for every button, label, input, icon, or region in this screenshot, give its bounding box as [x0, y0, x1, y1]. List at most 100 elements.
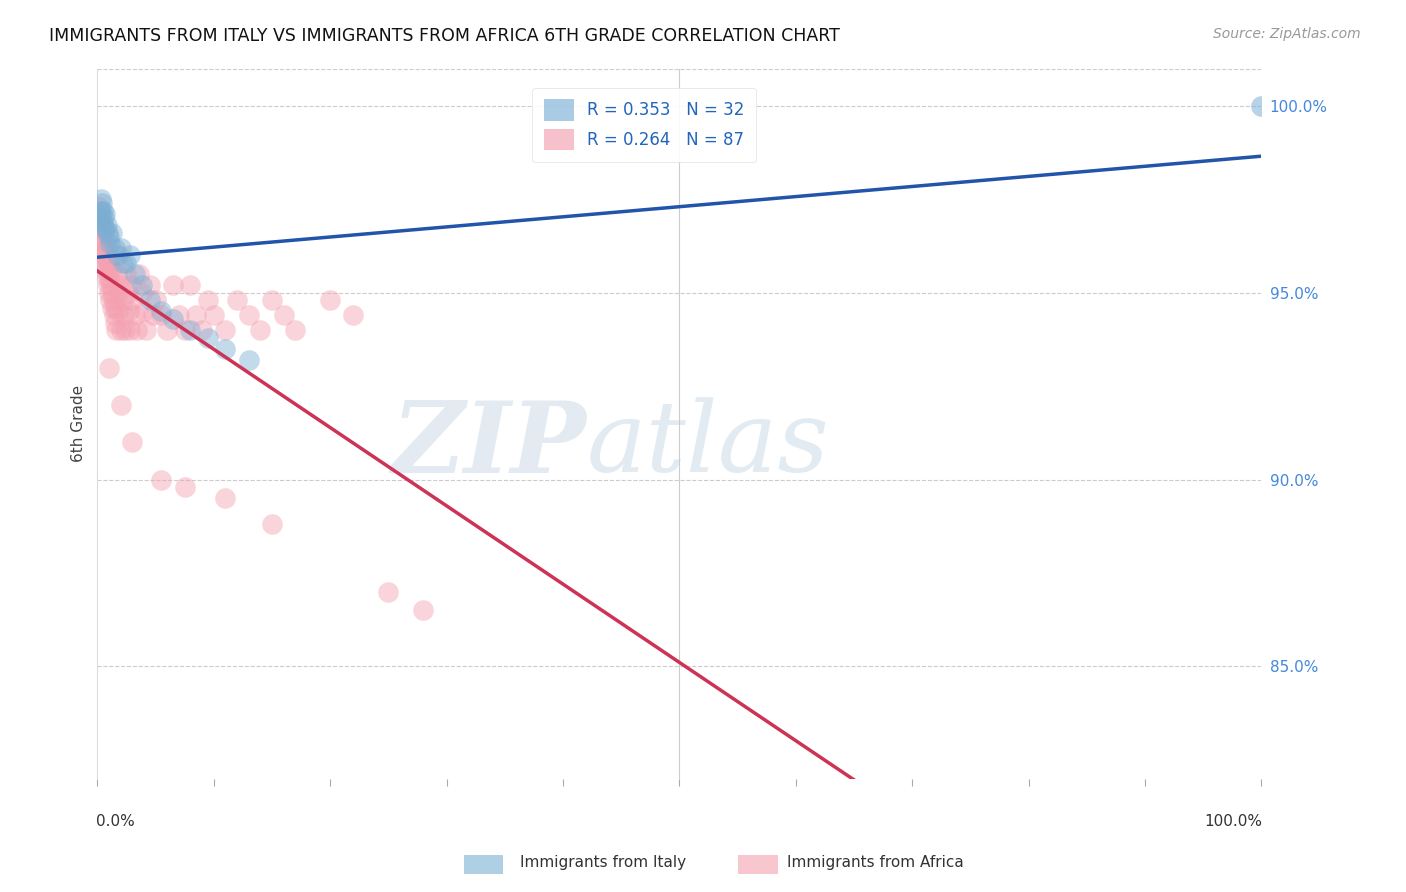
Point [107, 285, 129, 300]
Point [94, 263, 117, 277]
Point [98, 237, 121, 252]
Point [121, 293, 143, 308]
Point [138, 293, 160, 308]
Point [90, 219, 112, 233]
Point [284, 323, 307, 337]
Point [150, 308, 173, 322]
Point [110, 241, 132, 255]
Point [117, 285, 139, 300]
Point [94, 222, 117, 236]
Point [89, 219, 111, 233]
Point [91, 222, 114, 236]
Point [93, 211, 115, 225]
Point [319, 293, 342, 308]
Point [115, 256, 138, 270]
Point [91, 237, 114, 252]
Text: IMMIGRANTS FROM ITALY VS IMMIGRANTS FROM AFRICA 6TH GRADE CORRELATION CHART: IMMIGRANTS FROM ITALY VS IMMIGRANTS FROM… [49, 27, 841, 45]
Point [112, 308, 135, 322]
Point [150, 473, 173, 487]
Point [110, 398, 132, 412]
Text: ZIP: ZIP [391, 397, 586, 493]
Point [96, 270, 118, 285]
Point [197, 293, 219, 308]
Point [118, 304, 141, 318]
Point [111, 278, 134, 293]
Point [111, 256, 134, 270]
Point [162, 312, 184, 326]
Point [114, 323, 136, 337]
Point [105, 267, 128, 281]
Point [191, 323, 214, 337]
Point [89, 203, 111, 218]
Point [103, 293, 125, 308]
Point [111, 293, 134, 308]
Point [1250, 99, 1272, 113]
Point [98, 270, 121, 285]
Point [90, 229, 112, 244]
Point [145, 293, 167, 308]
Y-axis label: 6th Grade: 6th Grade [72, 385, 86, 462]
Point [107, 304, 129, 318]
Point [98, 285, 121, 300]
Legend: R = 0.353   N = 32, R = 0.264   N = 87: R = 0.353 N = 32, R = 0.264 N = 87 [533, 87, 756, 162]
Text: 100.0%: 100.0% [1205, 814, 1263, 829]
Point [104, 241, 127, 255]
Point [104, 301, 127, 315]
Point [101, 301, 124, 315]
Point [214, 342, 236, 356]
Point [179, 323, 201, 337]
Point [156, 323, 179, 337]
Point [173, 480, 195, 494]
Point [214, 323, 236, 337]
Point [214, 491, 236, 506]
Point [100, 278, 122, 293]
Point [260, 293, 283, 308]
Point [124, 267, 146, 281]
Point [91, 196, 114, 211]
Point [105, 248, 128, 262]
Point [412, 603, 434, 617]
Point [89, 207, 111, 221]
Point [91, 203, 114, 218]
Point [90, 192, 112, 206]
Point [118, 323, 141, 337]
Point [91, 219, 114, 233]
Point [94, 248, 117, 262]
Point [162, 278, 184, 293]
Point [131, 278, 153, 293]
Point [120, 278, 142, 293]
Point [100, 263, 122, 277]
Point [87, 211, 110, 225]
Point [98, 256, 121, 270]
Point [249, 323, 271, 337]
Point [104, 323, 127, 337]
Point [186, 308, 208, 322]
Point [273, 308, 295, 322]
Point [91, 215, 114, 229]
Point [138, 278, 160, 293]
Point [96, 256, 118, 270]
Text: Immigrants from Italy: Immigrants from Italy [520, 855, 686, 870]
Text: Immigrants from Africa: Immigrants from Africa [787, 855, 965, 870]
Point [98, 229, 121, 244]
Point [93, 241, 115, 255]
Point [108, 248, 131, 262]
Point [125, 323, 148, 337]
Point [238, 353, 260, 368]
Point [167, 308, 190, 322]
Point [91, 234, 114, 248]
Point [173, 323, 195, 337]
Text: Source: ZipAtlas.com: Source: ZipAtlas.com [1213, 27, 1361, 41]
Point [90, 203, 112, 218]
Point [96, 219, 118, 233]
Point [98, 293, 121, 308]
Point [101, 285, 124, 300]
Point [103, 308, 125, 322]
Point [150, 304, 173, 318]
Point [135, 323, 157, 337]
Point [197, 330, 219, 344]
Point [91, 219, 114, 233]
Point [260, 517, 283, 532]
Point [142, 308, 165, 322]
Point [97, 263, 120, 277]
